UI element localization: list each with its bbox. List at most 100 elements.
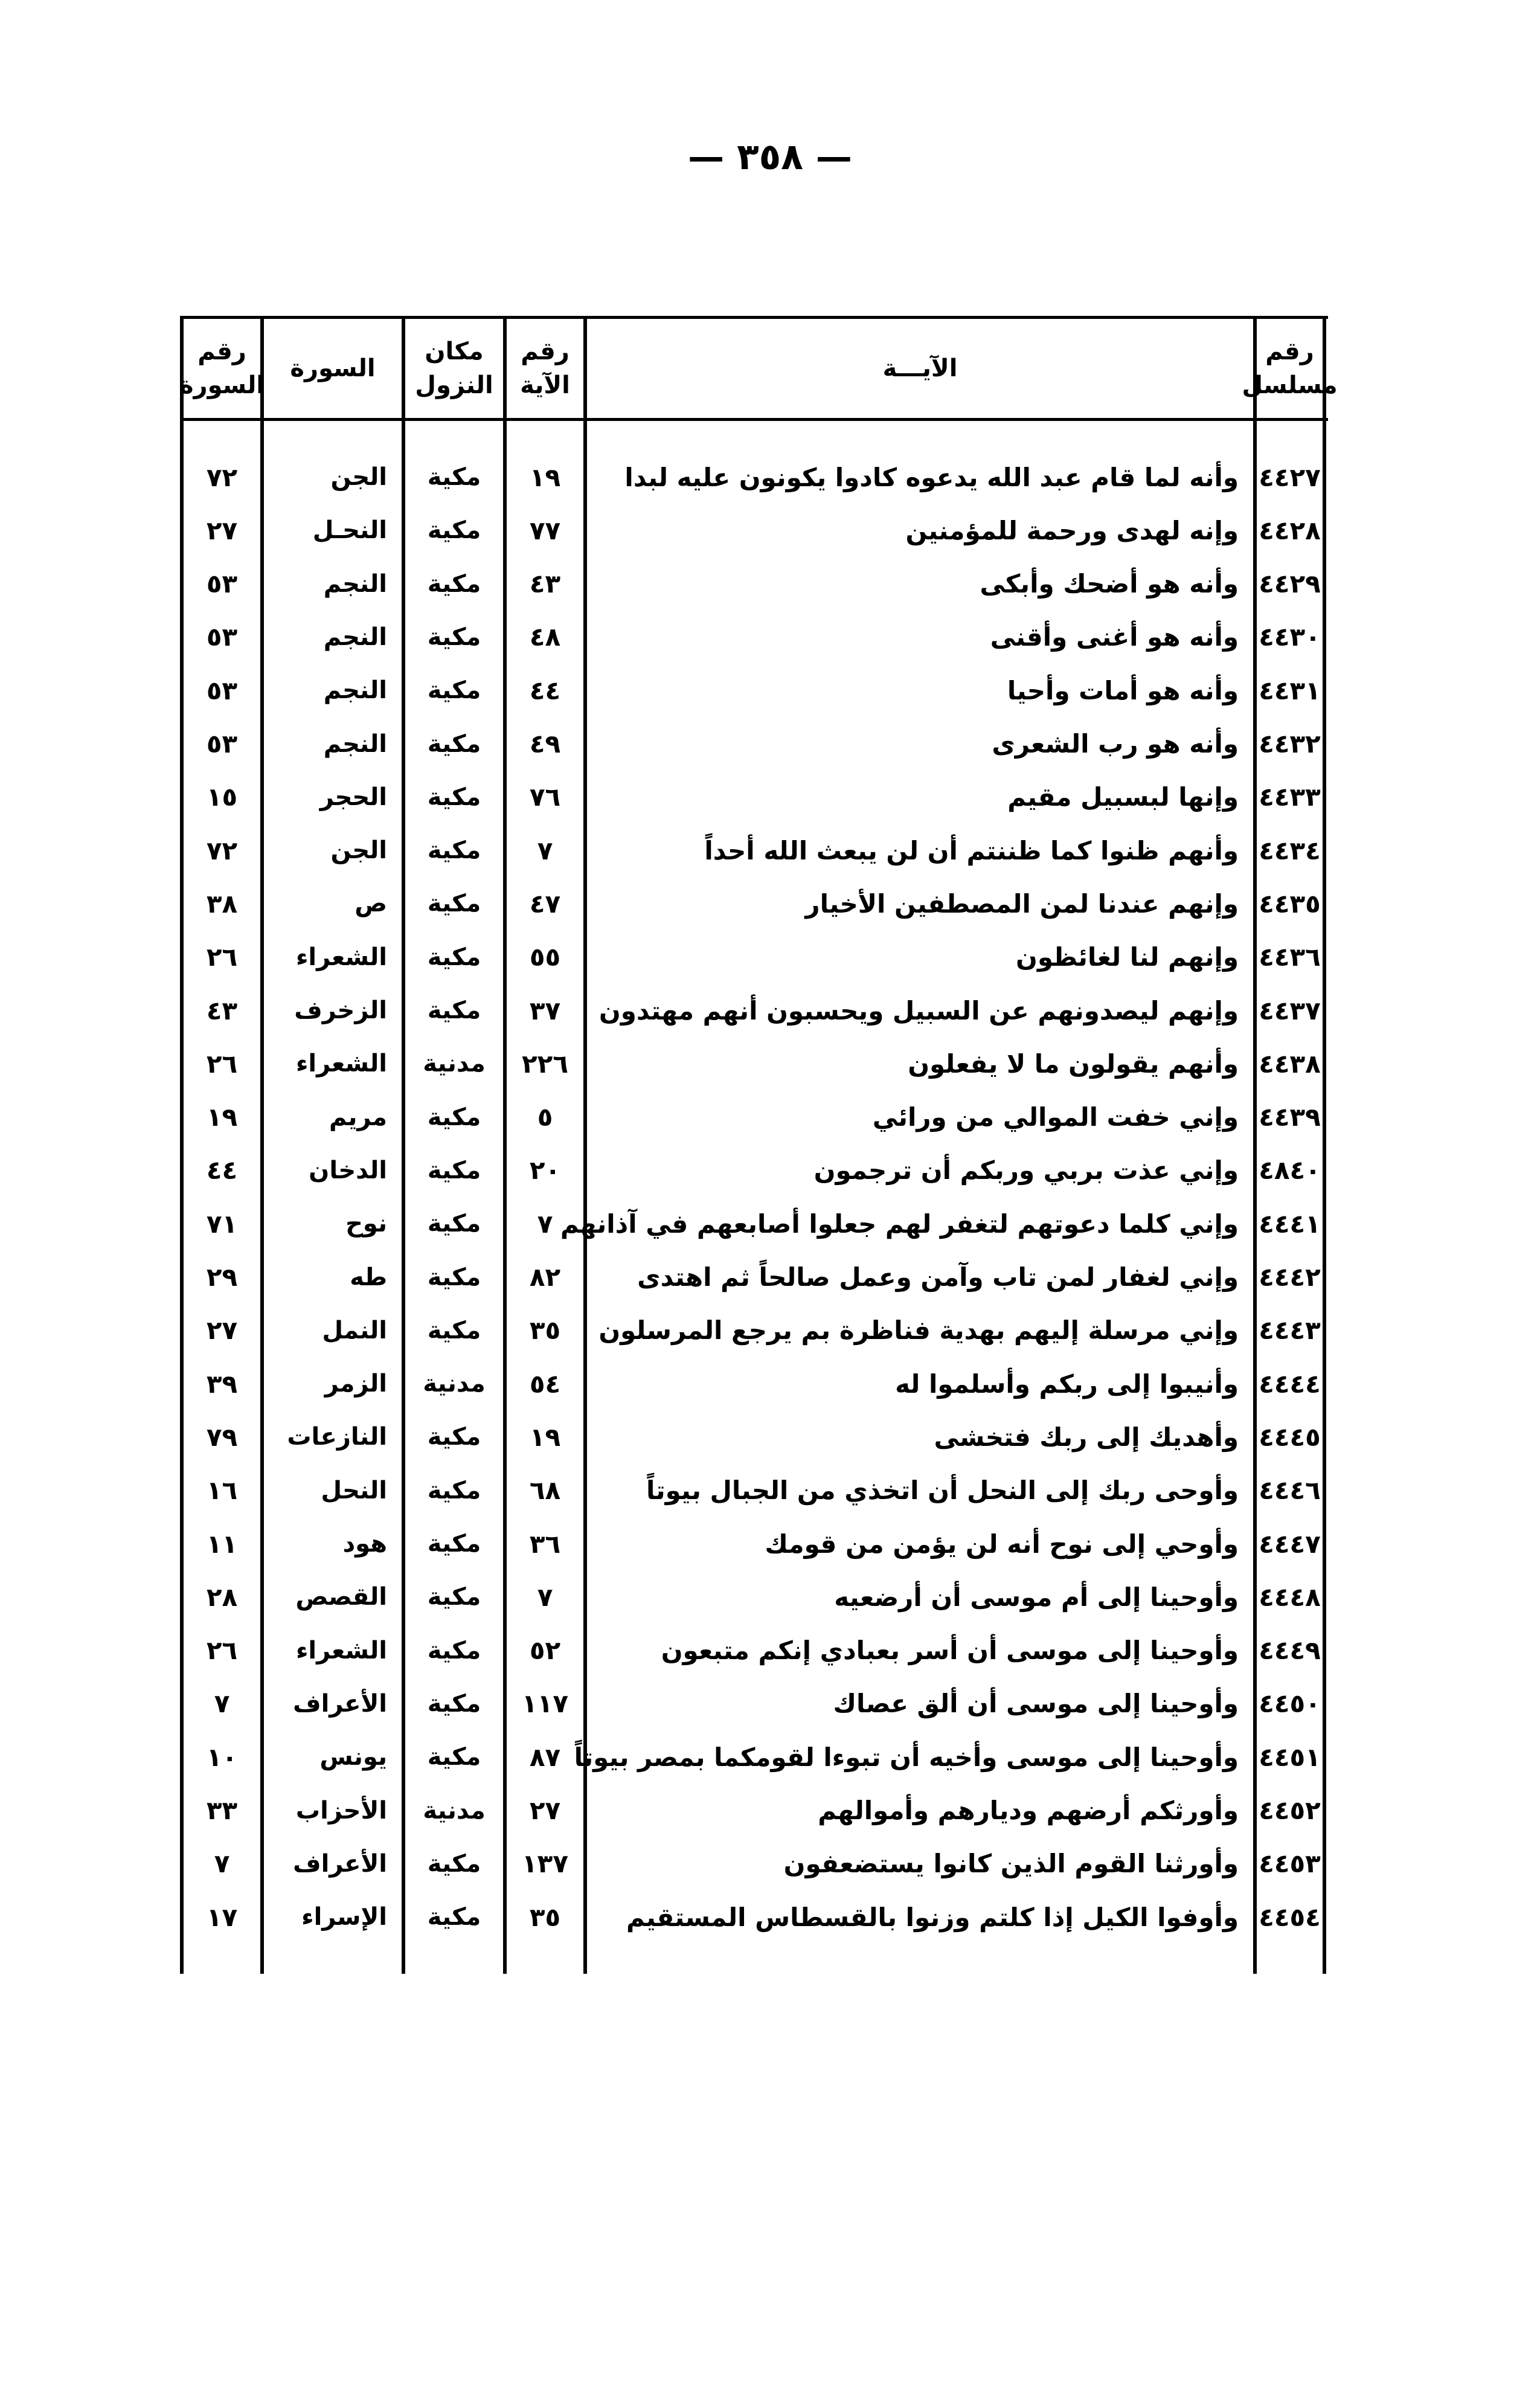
- verse-cell: وأورثكم أرضهم وديارهم وأموالهم: [818, 1796, 1239, 1825]
- header-revelation-place: مكان النزول: [415, 338, 493, 399]
- table-row: ٤٤٣٩ وإني خفت الموالي من ورائي ٥ مكية مريم ١٩: [0, 1091, 1540, 1144]
- verse-number-cell: ٤٧: [529, 888, 561, 919]
- serial-cell: ٤٤٤٨: [1259, 1582, 1321, 1612]
- table-row: ٤٤٢٧ وأنه لما قام عبد الله يدعوه كادوا يك…: [0, 451, 1540, 504]
- verse-number-cell: ٤٨: [529, 622, 561, 652]
- verse-number-cell: ٤٤: [529, 675, 561, 705]
- surah-number-cell: ٢٩: [206, 1262, 238, 1292]
- revelation-place-cell: مكية: [427, 1689, 481, 1718]
- surah-number-cell: ٥٣: [206, 729, 238, 759]
- surah-number-cell: ٧٢: [206, 835, 238, 865]
- surah-name-cell: النحـل: [312, 516, 387, 545]
- verse-cell: وإنهم ليصدونهم عن السبيل ويحسبون أنهم مه…: [598, 995, 1239, 1026]
- table-row: ٤٤٥٢ وأورثكم أرضهم وديارهم وأموالهم ٢٧ مدني…: [0, 1784, 1540, 1837]
- verse-number-cell: ١٩: [529, 1422, 561, 1452]
- verse-number-cell: ٧٧: [529, 515, 561, 545]
- table-row: ٤٤٢٩ وأنه هو أضحك وأبكى ٤٣ مكية النجم ٥٣: [0, 557, 1540, 611]
- table-row: ٤٤٣٨ وأنهم يقولون ما لا يفعلون ٢٢٦ مدنية الش…: [0, 1037, 1540, 1090]
- table-row: ٤٤٤٢ وإني لغفار لمن تاب وآمن وعمل صالحاً …: [0, 1251, 1540, 1304]
- page-number: — ٣٥٨ —: [688, 136, 852, 178]
- revelation-place-cell: مكية: [427, 837, 481, 865]
- surah-name-cell: الزمر: [324, 1370, 387, 1398]
- surah-name-cell: النحل: [321, 1476, 387, 1504]
- revelation-place-cell: مكية: [427, 890, 481, 918]
- serial-cell: ٤٤٥٢: [1259, 1796, 1321, 1825]
- table-row: ٤٤٣٠ وأنه هو أغنى وأقنى ٤٨ مكية النجم ٥٣: [0, 611, 1540, 664]
- table-row: ٤٤٣٦ وإنهم لنا لغائظون ٥٥ مكية الشعراء ٢٦: [0, 931, 1540, 984]
- surah-number-cell: ١٦: [206, 1476, 238, 1506]
- table-top-border: [182, 316, 1328, 319]
- table-row: ٤٨٤٠ وإني عذت بربي وربكم أن ترجمون ٢٠ مكية ا…: [0, 1144, 1540, 1197]
- verse-number-cell: ٤٣: [529, 569, 561, 599]
- column-divider: [583, 316, 587, 1974]
- serial-cell: ٤٤٣٠: [1259, 622, 1321, 652]
- revelation-place-cell: مدنية: [423, 1050, 486, 1078]
- revelation-place-cell: مكية: [427, 1210, 481, 1238]
- verse-number-cell: ٥: [537, 1102, 553, 1132]
- table-row: ٤٤٢٨ وإنه لهدى ورحمة للمؤمنين ٧٧ مكية النحـل…: [0, 504, 1540, 557]
- surah-name-cell: النازعات: [287, 1423, 387, 1451]
- surah-number-cell: ٥٣: [206, 675, 238, 705]
- verse-number-cell: ٨٧: [529, 1742, 561, 1772]
- table-row: ٤٤٣٤ وأنهم ظنوا كما ظننتم أن لن يبعث الله…: [0, 824, 1540, 877]
- table-row: ٤٤٤٧ وأوحي إلى نوح أنه لن يؤمن من قومك ٣٦ م…: [0, 1517, 1540, 1570]
- serial-cell: ٤٤٥٤: [1259, 1902, 1321, 1932]
- revelation-place-cell: مكية: [427, 516, 481, 545]
- surah-number-cell: ٧: [214, 1689, 230, 1719]
- revelation-place-cell: مكية: [427, 1263, 481, 1291]
- serial-cell: ٤٤٢٨: [1259, 515, 1321, 545]
- serial-cell: ٤٤٣١: [1259, 675, 1321, 705]
- surah-name-cell: الشعراء: [295, 1636, 387, 1665]
- table-row: ٤٤٥٠ وأوحينا إلى موسى أن ألق عصاك ١١٧ مكية ا…: [0, 1677, 1540, 1730]
- verse-cell: وأنهم يقولون ما لا يفعلون: [908, 1048, 1239, 1079]
- verse-cell: وإني كلما دعوتهم لتغفر لهم جعلوا أصابعهم…: [560, 1209, 1239, 1239]
- table-row: ٤٤٤٦ وأوحى ربك إلى النحل أن اتخذي من الجب…: [0, 1464, 1540, 1517]
- surah-name-cell: الأحزاب: [295, 1796, 387, 1825]
- verse-number-cell: ٤٩: [529, 729, 561, 759]
- column-divider: [260, 316, 264, 1974]
- verse-cell: وأوحينا إلى موسى أن أسر بعبادي إنكم متبع…: [661, 1636, 1239, 1666]
- verse-number-cell: ٣٦: [529, 1529, 561, 1559]
- verse-cell: وأوفوا الكيل إذا كلتم وزنوا بالقسطاس الم…: [626, 1902, 1239, 1932]
- serial-cell: ٤٨٤٠: [1259, 1155, 1321, 1186]
- table-row: ٤٤٤٣ وإني مرسلة إليهم بهدية فناظرة بم يرج…: [0, 1304, 1540, 1357]
- surah-number-cell: ٧٩: [206, 1422, 238, 1452]
- surah-number-cell: ١٥: [206, 782, 238, 812]
- column-divider: [1323, 316, 1326, 1974]
- header-verse-number: رقم الآية: [520, 338, 570, 399]
- surah-number-cell: ٢٦: [206, 1048, 238, 1079]
- surah-number-cell: ٢٧: [206, 515, 238, 545]
- revelation-place-cell: مكية: [427, 730, 481, 758]
- surah-number-cell: ١٠: [206, 1742, 238, 1772]
- verse-number-cell: ٧٦: [529, 782, 561, 812]
- verse-number-cell: ٣٥: [529, 1315, 561, 1346]
- surah-number-cell: ٥٣: [206, 569, 238, 599]
- revelation-place-cell: مكية: [427, 1743, 481, 1771]
- surah-number-cell: ٣٩: [206, 1369, 238, 1399]
- surah-number-cell: ٢٧: [206, 1315, 238, 1346]
- verse-number-cell: ٢٠: [529, 1155, 561, 1186]
- verse-number-cell: ٣٥: [529, 1902, 561, 1932]
- verse-number-cell: ٨٢: [529, 1262, 561, 1292]
- verse-number-cell: ٥٢: [529, 1636, 561, 1666]
- surah-name-cell: الأعراف: [293, 1849, 387, 1878]
- verse-number-cell: ١٣٧: [522, 1849, 568, 1879]
- verse-number-cell: ٧: [537, 1582, 553, 1612]
- revelation-place-cell: مكية: [427, 943, 481, 971]
- serial-cell: ٤٤٣٩: [1259, 1102, 1321, 1132]
- verse-cell: وأوحينا إلى موسى أن ألق عصاك: [833, 1689, 1239, 1719]
- surah-number-cell: ٧١: [206, 1209, 238, 1239]
- verse-cell: وإني لغفار لمن تاب وآمن وعمل صالحاً ثم ا…: [637, 1262, 1239, 1292]
- verse-number-cell: ٥٥: [529, 942, 561, 972]
- verse-cell: وأوحينا إلى موسى وأخيه أن تبوءا لقومكما …: [574, 1742, 1239, 1772]
- header-surah-number: رقم السورة: [179, 338, 265, 399]
- revelation-place-cell: مكية: [427, 463, 481, 491]
- table-row: ٤٤٣٥ وإنهم عندنا لمن المصطفين الأخيار ٤٧ مك…: [0, 877, 1540, 930]
- verse-number-cell: ٢٧: [529, 1796, 561, 1825]
- column-divider: [503, 316, 507, 1974]
- verse-cell: وأنه هو رب الشعرى: [992, 729, 1239, 759]
- verse-number-cell: ٢٢٦: [522, 1048, 568, 1079]
- serial-cell: ٤٤٣٦: [1259, 942, 1321, 972]
- surah-number-cell: ٣٨: [206, 888, 238, 919]
- column-divider: [180, 316, 184, 1974]
